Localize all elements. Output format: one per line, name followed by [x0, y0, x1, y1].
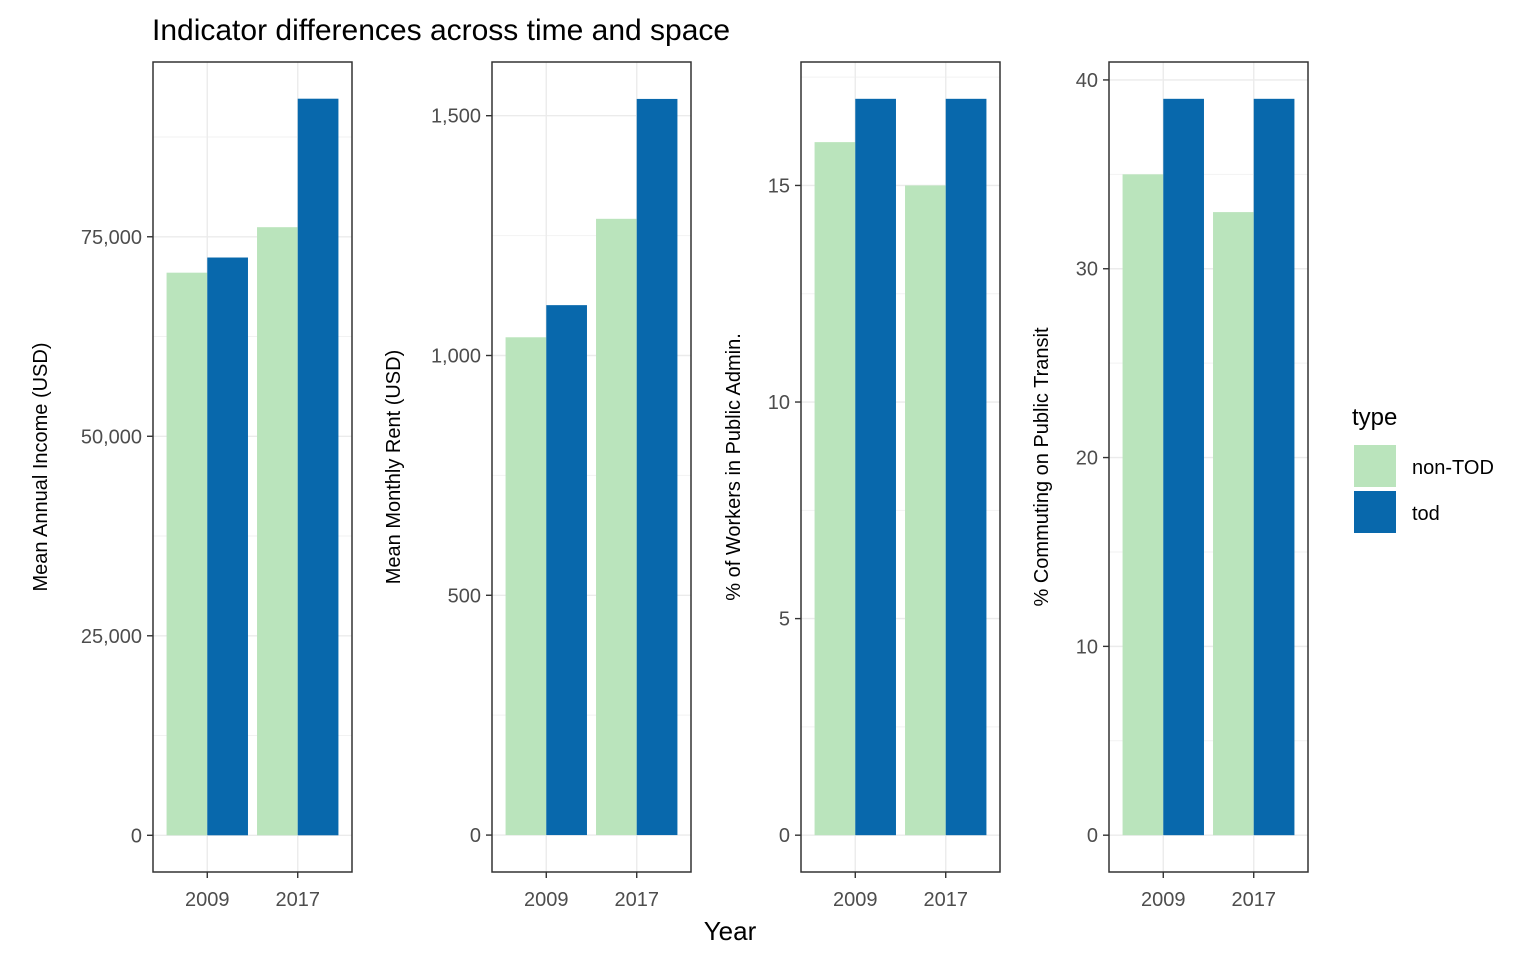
- y-tick-label: 10: [768, 392, 790, 414]
- facet-panel-2: 0 500 1,000 1,500 2009 2017 Mean Monthly Rent …: [383, 61, 692, 911]
- y-tick-label: 40: [1076, 70, 1098, 92]
- y-tick-label: 15: [768, 175, 790, 197]
- bar-non-tod-2009: [814, 142, 856, 836]
- y-axis-title: % of Workers in Public Admin.: [723, 333, 745, 601]
- bar-non-tod-2017: [596, 218, 637, 836]
- x-tick-label: 2009: [833, 889, 878, 911]
- chart-title: Indicator differences across time and sp…: [152, 14, 730, 47]
- y-tick-label: 0: [131, 825, 142, 847]
- y-tick-label: 0: [1087, 825, 1098, 847]
- x-tick-label: 2017: [1231, 889, 1276, 911]
- bar-non-tod-2009: [505, 337, 547, 836]
- x-tick-label: 2009: [1141, 889, 1186, 911]
- y-tick-label: 75,000: [81, 227, 142, 249]
- legend-label-non-tod: non-TOD: [1412, 457, 1494, 479]
- y-tick-label: 50,000: [81, 426, 142, 448]
- bar-non-tod-2017: [257, 227, 298, 836]
- bar-non-tod-2009: [1122, 174, 1164, 836]
- facet-panel-1: 0 25,000 50,000 75,000 2009 2017 Mean Annual I…: [30, 61, 353, 911]
- x-tick-label: 2009: [524, 889, 569, 911]
- y-axis-title: % Commuting on Public Transit: [1031, 327, 1053, 606]
- bar-tod-2017: [945, 98, 987, 836]
- legend-title: type: [1352, 404, 1397, 431]
- bar-tod-2009: [1163, 98, 1204, 836]
- bar-non-tod-2017: [1213, 212, 1254, 836]
- y-tick-label: 20: [1076, 448, 1098, 470]
- panel-border: [152, 61, 353, 873]
- y-tick-label: 30: [1076, 259, 1098, 281]
- facet-panel-3: 0 5 10 15 2009 2017 % of Workers in Public Adm…: [723, 61, 1001, 911]
- y-tick-label: 0: [470, 825, 481, 847]
- bar-tod-2009: [546, 305, 587, 836]
- bar-tod-2017: [636, 98, 678, 836]
- bar-non-tod-2009: [166, 272, 208, 836]
- legend-label-tod: tod: [1412, 503, 1440, 525]
- facet-panel-4: 0 10 20 30 40 2009 2017 % Commuting on Public T…: [1031, 61, 1309, 911]
- panel-border: [491, 61, 692, 873]
- legend: type non-TOD tod: [1352, 404, 1494, 533]
- y-tick-label: 500: [448, 585, 481, 607]
- y-tick-label: 10: [1076, 636, 1098, 658]
- y-tick-label: 25,000: [81, 626, 142, 648]
- y-tick-label: 1,000: [431, 345, 481, 367]
- y-tick-label: 0: [779, 825, 790, 847]
- y-tick-label: 5: [779, 609, 790, 631]
- y-axis-title: Mean Monthly Rent (USD): [383, 350, 405, 585]
- x-tick-label: 2017: [275, 889, 320, 911]
- y-tick-label: 1,500: [431, 106, 481, 128]
- bar-non-tod-2017: [905, 185, 946, 836]
- panel-border: [800, 61, 1001, 873]
- x-axis-title: Year: [704, 916, 757, 946]
- y-axis-title: Mean Annual Income (USD): [30, 342, 52, 591]
- bar-tod-2017: [297, 98, 339, 836]
- bar-tod-2009: [855, 98, 896, 836]
- x-tick-label: 2009: [185, 889, 230, 911]
- legend-key-tod: [1354, 491, 1396, 533]
- bar-tod-2017: [1253, 98, 1295, 836]
- panel-border: [1108, 61, 1309, 873]
- x-tick-label: 2017: [614, 889, 659, 911]
- x-tick-label: 2017: [923, 889, 968, 911]
- facet-panels: 0 25,000 50,000 75,000 2009 2017 Mean Annual I…: [30, 61, 1309, 911]
- bar-tod-2009: [207, 257, 248, 836]
- legend-key-non-tod: [1354, 445, 1396, 487]
